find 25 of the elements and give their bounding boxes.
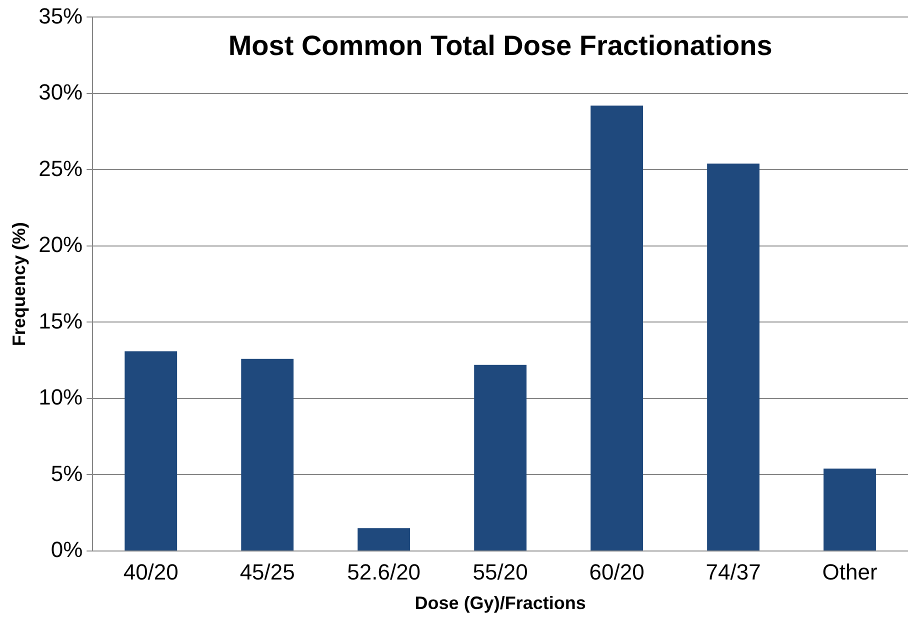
bar	[124, 351, 178, 550]
bar	[590, 106, 644, 550]
text: Most Common Total Dose Fractionations	[228, 30, 772, 61]
y-tick-label: 0%	[50, 537, 83, 562]
x-tick-label: 45/25	[240, 559, 295, 584]
y-tick-label: 35%	[38, 3, 83, 28]
x-tick-label: Other	[822, 559, 878, 584]
x-axis-title: Dose (Gy)/Fractions	[414, 593, 586, 614]
y-tick-label: 10%	[38, 384, 83, 410]
y-axis-title: Frequency (%)	[8, 222, 29, 346]
bar	[474, 364, 527, 550]
bar	[824, 468, 876, 550]
x-tick-label: 55/20	[472, 559, 528, 584]
bar	[358, 528, 410, 550]
bar	[707, 164, 760, 550]
y-tick-label: 25%	[38, 156, 83, 181]
x-tick-label: 60/20	[589, 559, 644, 584]
y-tick-label: 20%	[38, 232, 83, 258]
x-tick-label: 74/37	[706, 559, 761, 584]
y-tick-label: 5%	[50, 460, 83, 486]
y-tick-label: 30%	[38, 80, 83, 105]
x-tick-label: 40/20	[123, 559, 178, 584]
y-tick-label: 15%	[38, 308, 83, 334]
x-tick-label: 52.6/20	[347, 559, 421, 584]
bar	[241, 358, 294, 550]
